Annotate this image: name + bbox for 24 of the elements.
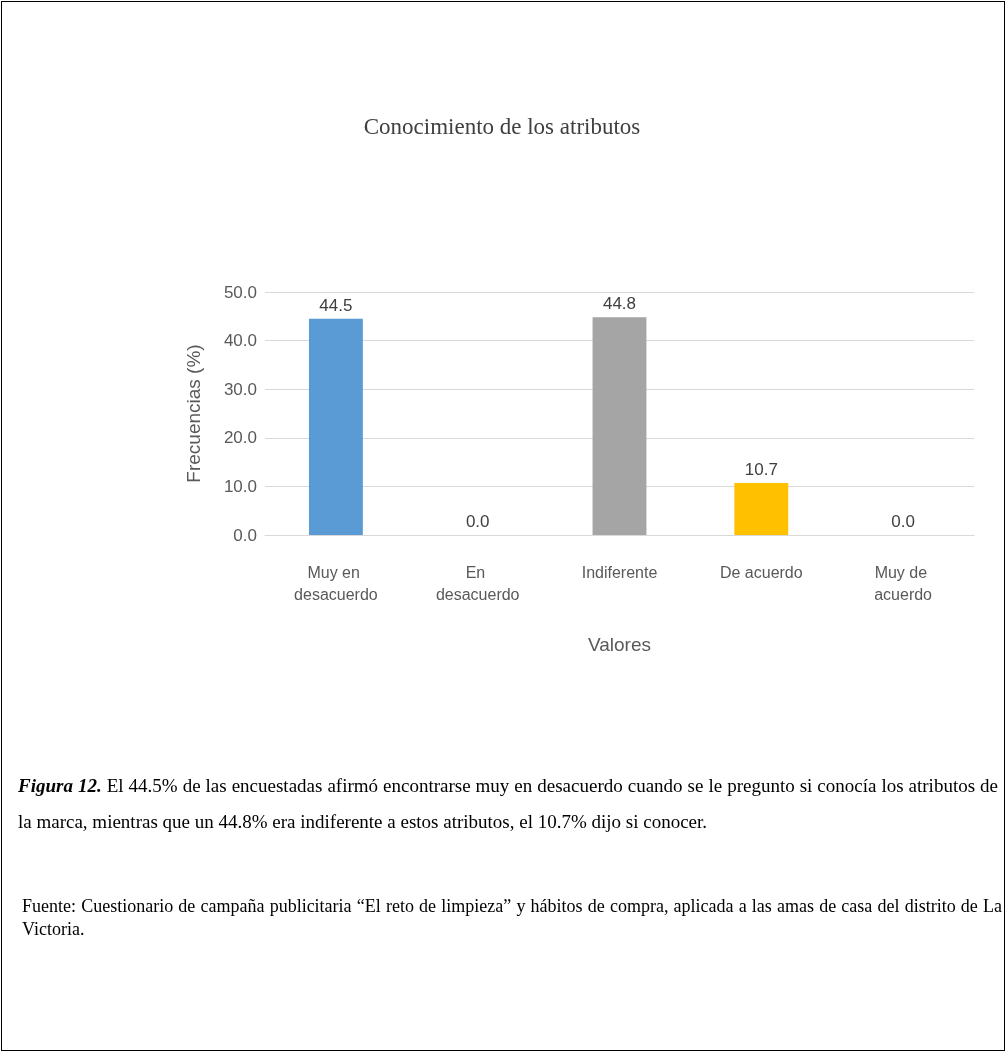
y-tick-label: 10.0 [223,476,257,496]
bar [592,317,647,535]
x-tick-label: Muy en desacuerdo [294,563,378,603]
chart-title: Conocimiento de los atributos [363,114,641,139]
y-tick-label: 40.0 [223,331,257,351]
source-note: Fuente: Cuestionario de campaña publicitaria “El reto de limpieza” y hábitos de compra, aplicada a las amas de casa del distrito de La Victoria. [22,895,1002,941]
data-label: 44.8 [602,294,637,314]
x-tick-label: En desacuerdo [435,563,520,603]
x-tick-label: Indiferente [581,563,658,581]
data-label: 44.5 [319,295,353,315]
y-tick-label: 30.0 [223,379,257,399]
text: Figura 12. [18,775,102,796]
x-tick-label: De acuerdo [719,563,803,581]
x-axis-title: Valores [587,634,652,655]
bar [734,483,789,535]
data-label: 0.0 [891,512,915,531]
y-axis-title: Frecuencias (%) [183,344,204,483]
data-label: 10.7 [744,460,778,479]
y-tick-label: 50.0 [223,282,257,302]
data-label: 0.0 [465,512,490,531]
x-tick-label: Muy de acuerdo [874,563,933,603]
bar [308,318,363,535]
y-tick-label: 0.0 [233,525,257,545]
y-tick-label: 20.0 [223,428,257,448]
